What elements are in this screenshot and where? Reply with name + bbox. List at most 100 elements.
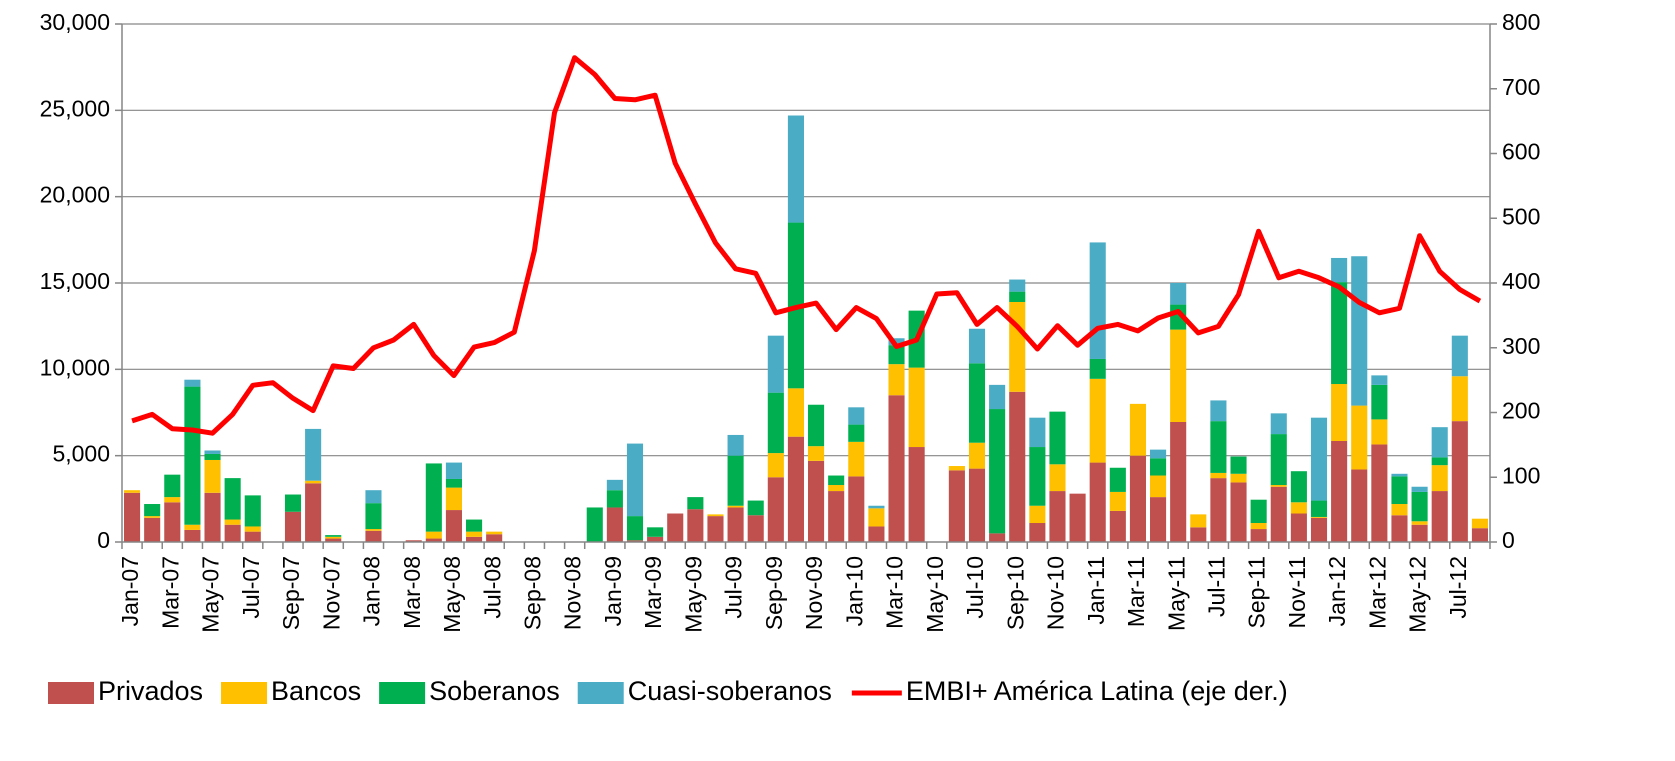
bar (848, 441, 865, 477)
bar (787, 115, 804, 223)
bar (1270, 434, 1287, 486)
bar (968, 442, 986, 469)
bar (1170, 283, 1187, 305)
bar (848, 476, 865, 542)
bar (1029, 417, 1046, 448)
bar (325, 538, 342, 542)
bar (727, 505, 744, 508)
bar (224, 519, 241, 525)
y2-tick-label: 200 (1502, 398, 1540, 424)
bar (1029, 505, 1046, 524)
bar (445, 510, 462, 542)
bar (647, 527, 664, 537)
bar (164, 474, 181, 498)
x-tick-label: May-09 (680, 556, 706, 633)
bar (365, 529, 382, 531)
x-tick-label: May-07 (198, 556, 224, 633)
bar (1331, 257, 1348, 283)
bar (1270, 485, 1287, 487)
bar (968, 363, 986, 443)
bar (948, 470, 965, 542)
bar (888, 338, 905, 346)
bar (284, 511, 302, 542)
x-tick-label: Nov-07 (318, 556, 344, 630)
bar (1109, 491, 1126, 511)
bar (989, 533, 1006, 542)
bar (586, 507, 603, 542)
bar (687, 497, 704, 510)
bar (1170, 329, 1187, 422)
bar (124, 492, 141, 542)
bar (828, 475, 845, 486)
bar (1431, 491, 1448, 542)
bar (667, 513, 684, 542)
legend-label: Bancos (271, 676, 361, 706)
bar (224, 478, 241, 520)
x-tick-label: Mar-10 (882, 556, 908, 629)
y-tick-label: 30,000 (40, 9, 110, 35)
bar (1210, 421, 1227, 473)
bar (787, 436, 804, 542)
bar (647, 536, 664, 542)
x-tick-label: Sep-07 (278, 556, 304, 630)
bar (184, 529, 201, 542)
bar (224, 524, 241, 542)
bar (1049, 491, 1066, 542)
legend: Privados Bancos Soberanos Cuasi-soberanos EM… (48, 676, 1288, 706)
y-tick-label: 0 (97, 527, 110, 553)
bar (1170, 421, 1187, 542)
bar (808, 446, 825, 461)
bar (1310, 500, 1328, 517)
bar (1009, 301, 1026, 392)
bar (1210, 472, 1227, 479)
bar (1351, 405, 1368, 470)
x-tick-label: Sep-09 (761, 556, 787, 630)
bar (184, 386, 201, 525)
bar (868, 526, 885, 542)
bar (1290, 513, 1307, 542)
bar (425, 531, 442, 539)
x-tick-label: Jul-12 (1445, 556, 1471, 619)
bar (1331, 282, 1348, 385)
bar (1371, 419, 1388, 445)
legend-swatch (221, 682, 268, 704)
bar (767, 453, 784, 478)
bar (1129, 455, 1146, 542)
bar (1411, 491, 1428, 522)
bar (888, 345, 905, 365)
y2-tick-label: 800 (1502, 9, 1540, 35)
legend-swatch (379, 682, 426, 704)
x-tick-label: May-10 (922, 556, 948, 633)
bar (1270, 486, 1287, 542)
bar (1089, 378, 1106, 463)
bar (1331, 440, 1348, 542)
bar (144, 516, 161, 518)
bar (466, 519, 483, 532)
bar (486, 531, 503, 535)
x-tick-label: Jan-07 (117, 556, 143, 626)
bar (606, 490, 623, 508)
x-tick-label: Jul-07 (238, 556, 264, 619)
bar (244, 531, 261, 542)
bar (1049, 464, 1066, 492)
bar (1210, 478, 1227, 542)
bar (204, 450, 221, 454)
bar (1049, 411, 1066, 465)
x-tick-label: Jul-11 (1203, 556, 1229, 617)
y2-tick-label: 100 (1502, 462, 1540, 488)
x-tick-label: May-12 (1405, 556, 1431, 633)
bar (445, 478, 462, 488)
x-tick-label: Jan-08 (359, 556, 385, 626)
bar (989, 384, 1006, 410)
bar (1069, 493, 1086, 542)
bar (244, 495, 261, 527)
bar (1371, 444, 1388, 542)
bar (1431, 465, 1448, 492)
y2-tick-label: 700 (1502, 74, 1540, 100)
bar (1371, 375, 1388, 385)
bar (1270, 413, 1287, 435)
line-series (131, 55, 1482, 436)
bar (184, 379, 201, 387)
bar (1290, 502, 1307, 514)
